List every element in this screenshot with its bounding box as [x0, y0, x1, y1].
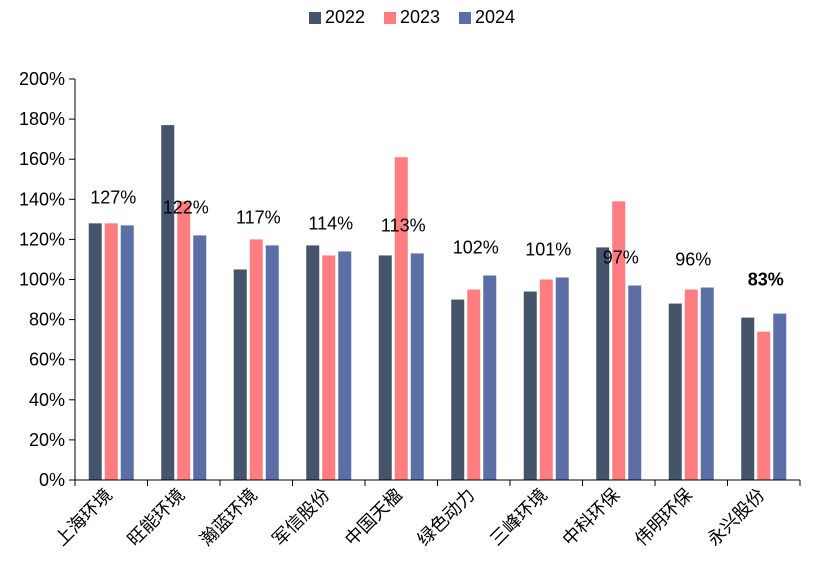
legend-label-2024: 2024 — [475, 7, 515, 27]
value-label-highlight: 83% — [748, 270, 784, 290]
y-tick-label: 160% — [19, 149, 65, 169]
bar-2023 — [467, 289, 481, 480]
category-label: 中科环保 — [559, 485, 624, 550]
value-label: 127% — [90, 187, 136, 207]
bar-2022 — [523, 291, 537, 480]
bars — [88, 125, 787, 481]
bar-2023 — [177, 201, 191, 480]
bar-2024 — [193, 235, 207, 480]
legend-swatch-2022 — [309, 12, 321, 24]
category-label: 上海环境 — [51, 485, 116, 550]
bar-2024 — [628, 285, 642, 480]
bar-2024 — [338, 251, 352, 480]
bar-2023 — [539, 279, 553, 480]
category-label: 瀚蓝环境 — [196, 485, 261, 550]
bar-2022 — [596, 247, 610, 480]
category-label: 三峰环境 — [486, 485, 551, 550]
bar-2023 — [394, 157, 408, 480]
value-label: 102% — [453, 237, 499, 257]
bar-2022 — [668, 303, 682, 480]
y-tick-label: 180% — [19, 109, 65, 129]
category-label: 永兴股份 — [704, 485, 769, 550]
value-label: 122% — [163, 197, 209, 217]
bar-2023 — [249, 239, 263, 480]
y-tick-label: 120% — [19, 229, 65, 249]
value-label: 113% — [381, 215, 426, 235]
bar-2023 — [104, 223, 118, 481]
category-label: 中国天楹 — [341, 485, 406, 550]
legend: 2022 2023 2024 — [309, 7, 515, 27]
bar-2023 — [612, 201, 626, 480]
bar-2022 — [378, 255, 392, 480]
value-label: 96% — [675, 250, 711, 270]
bar-2022 — [741, 317, 755, 480]
bar-2023 — [757, 331, 771, 480]
value-label: 97% — [603, 248, 639, 268]
y-tick-label: 80% — [29, 310, 65, 330]
value-label: 101% — [525, 239, 571, 259]
y-tick-label: 20% — [29, 430, 65, 450]
x-axis: 上海环境 旺能环境 瀚蓝环境 军信股份 中国天楹 绿色动力 三峰环境 中科环保 伟明环保 永兴股份 — [51, 479, 801, 550]
bar-2024 — [700, 287, 714, 480]
y-tick-label: 140% — [19, 189, 65, 209]
bar-2024 — [410, 253, 424, 480]
legend-swatch-2024 — [459, 12, 471, 24]
bar-2024 — [120, 225, 134, 480]
bar-2024 — [483, 275, 497, 480]
bar-2022 — [451, 299, 465, 480]
category-label: 伟明环保 — [631, 485, 696, 550]
bar-2023 — [684, 289, 698, 480]
y-tick-label: 100% — [19, 270, 65, 290]
y-tick-label: 40% — [29, 390, 65, 410]
category-label: 绿色动力 — [414, 485, 479, 550]
bar-2022 — [306, 245, 320, 480]
legend-swatch-2023 — [384, 12, 396, 24]
bar-2024 — [773, 313, 787, 480]
y-tick-label: 60% — [29, 350, 65, 370]
value-label: 117% — [236, 207, 281, 227]
category-label: 军信股份 — [269, 485, 334, 550]
bar-2022 — [233, 269, 247, 480]
legend-label-2023: 2023 — [400, 7, 440, 27]
bar-2022 — [161, 125, 175, 481]
y-axis: 0% 20% 40% 60% 80% 100% 120% 140% 160% 180% 200% — [19, 69, 76, 490]
value-label: 114% — [308, 213, 353, 233]
y-tick-label: 0% — [39, 470, 65, 490]
value-labels: 127% 122% 117% 114% 113% 102% 101% 97% 96% 83% — [90, 187, 784, 289]
y-tick-label: 200% — [19, 69, 65, 89]
bar-2024 — [555, 277, 569, 480]
bar-2024 — [265, 245, 279, 480]
bar-2022 — [88, 223, 102, 481]
legend-label-2022: 2022 — [325, 7, 365, 27]
category-label: 旺能环境 — [124, 485, 189, 550]
bar-2023 — [322, 255, 336, 480]
